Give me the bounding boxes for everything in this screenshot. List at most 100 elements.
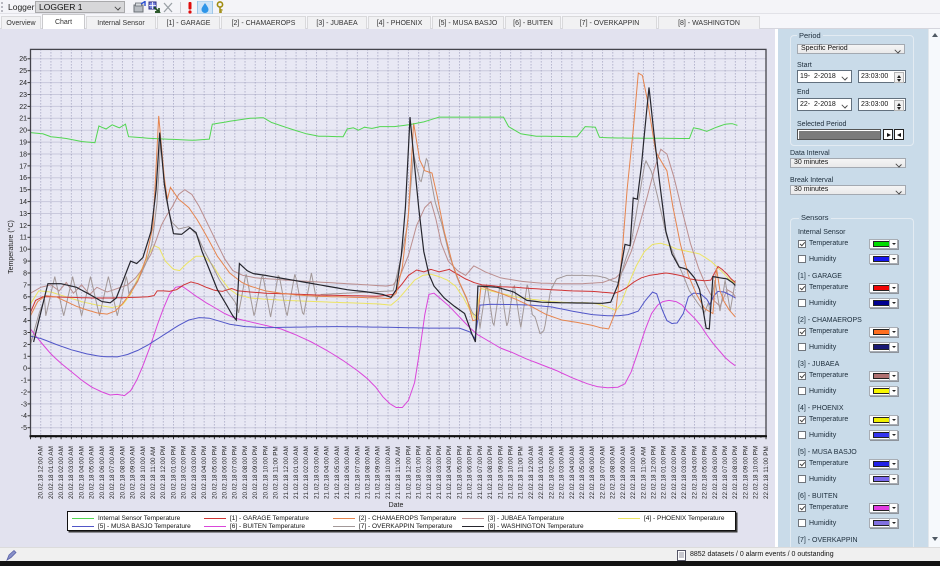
svg-text:21.02.18 04:00 PM: 21.02.18 04:00 PM xyxy=(446,446,453,499)
svg-text:0: 0 xyxy=(23,366,27,373)
svg-text:20.02.18 06:00 PM: 20.02.18 06:00 PM xyxy=(222,446,229,499)
svg-text:20.02.18 07:00 PM: 20.02.18 07:00 PM xyxy=(232,446,239,499)
svg-text:22.02.18 06:00 AM: 22.02.18 06:00 AM xyxy=(589,446,596,499)
svg-text:22.02.18 11:00 AM: 22.02.18 11:00 AM xyxy=(640,447,647,499)
svg-text:20.02.18 12:00 PM: 20.02.18 12:00 PM xyxy=(160,446,167,499)
svg-text:22.02.18 10:00 AM: 22.02.18 10:00 AM xyxy=(630,446,637,499)
svg-text:20.02.18 08:00 AM: 20.02.18 08:00 AM xyxy=(119,446,126,499)
svg-text:22.02.18 03:00 PM: 22.02.18 03:00 PM xyxy=(681,446,688,499)
svg-text:20.02.18 10:00 AM: 20.02.18 10:00 AM xyxy=(140,446,147,499)
svg-text:9: 9 xyxy=(23,259,27,266)
svg-text:22.02.18 12:00 AM: 22.02.18 12:00 AM xyxy=(528,446,535,499)
svg-text:Date: Date xyxy=(389,502,404,509)
svg-text:20.02.18 02:00 AM: 20.02.18 02:00 AM xyxy=(58,446,65,499)
svg-text:22.02.18 04:00 PM: 22.02.18 04:00 PM xyxy=(691,446,698,499)
svg-text:21.02.18 09:00 AM: 21.02.18 09:00 AM xyxy=(375,446,382,499)
svg-text:15: 15 xyxy=(19,187,27,194)
svg-text:-1: -1 xyxy=(21,378,27,385)
svg-text:11: 11 xyxy=(20,235,27,242)
svg-text:21.02.18 01:00 PM: 21.02.18 01:00 PM xyxy=(416,446,423,499)
svg-text:22.02.18 01:00 PM: 22.02.18 01:00 PM xyxy=(661,446,668,499)
svg-text:22.02.18 05:00 PM: 22.02.18 05:00 PM xyxy=(702,446,709,499)
svg-text:8: 8 xyxy=(23,270,27,277)
svg-text:22.02.18 01:00 AM: 22.02.18 01:00 AM xyxy=(538,446,545,499)
svg-text:5: 5 xyxy=(23,306,27,313)
svg-text:20.02.18 05:00 AM: 20.02.18 05:00 AM xyxy=(89,446,96,499)
svg-text:20.02.18 01:00 AM: 20.02.18 01:00 AM xyxy=(48,446,55,499)
svg-text:Temperature (°C): Temperature (°C) xyxy=(7,220,15,274)
svg-text:22.02.18 08:00 AM: 22.02.18 08:00 AM xyxy=(610,446,617,499)
svg-text:21.02.18 06:00 AM: 21.02.18 06:00 AM xyxy=(344,446,351,499)
svg-text:23: 23 xyxy=(19,92,27,99)
svg-text:20.02.18 11:00 PM: 20.02.18 11:00 PM xyxy=(273,446,280,499)
svg-text:25: 25 xyxy=(19,68,27,75)
svg-text:20.02.18 02:00 PM: 20.02.18 02:00 PM xyxy=(181,446,188,499)
svg-text:22.02.18 02:00 AM: 22.02.18 02:00 AM xyxy=(548,446,555,499)
svg-text:21.02.18 12:00 AM: 21.02.18 12:00 AM xyxy=(283,446,290,499)
svg-text:-2: -2 xyxy=(21,389,27,396)
svg-text:-3: -3 xyxy=(21,401,27,408)
svg-text:21.02.18 10:00 AM: 21.02.18 10:00 AM xyxy=(385,446,392,499)
svg-text:21.02.18 10:00 PM: 21.02.18 10:00 PM xyxy=(508,446,515,499)
svg-text:22.02.18 07:00 AM: 22.02.18 07:00 AM xyxy=(599,446,606,499)
svg-text:7: 7 xyxy=(23,282,27,289)
svg-text:21.02.18 05:00 AM: 21.02.18 05:00 AM xyxy=(334,446,341,499)
svg-text:22.02.18 08:00 PM: 22.02.18 08:00 PM xyxy=(732,446,739,499)
svg-text:21.02.18 02:00 PM: 21.02.18 02:00 PM xyxy=(426,446,433,499)
svg-text:10: 10 xyxy=(19,247,27,254)
svg-text:20.02.18 03:00 AM: 20.02.18 03:00 AM xyxy=(68,446,75,499)
svg-text:16: 16 xyxy=(19,175,27,182)
svg-text:21.02.18 11:00 AM: 21.02.18 11:00 AM xyxy=(395,447,402,499)
svg-text:22: 22 xyxy=(19,104,27,111)
svg-text:22.02.18 11:00 PM: 22.02.18 11:00 PM xyxy=(763,446,770,499)
svg-text:22.02.18 09:00 PM: 22.02.18 09:00 PM xyxy=(743,446,750,499)
svg-text:22.02.18 02:00 PM: 22.02.18 02:00 PM xyxy=(671,446,678,499)
svg-text:21.02.18 11:00 PM: 21.02.18 11:00 PM xyxy=(518,446,525,499)
svg-text:20.02.18 05:00 PM: 20.02.18 05:00 PM xyxy=(211,446,218,499)
svg-text:21.02.18 02:00 AM: 21.02.18 02:00 AM xyxy=(303,446,310,499)
svg-text:21.02.18 01:00 AM: 21.02.18 01:00 AM xyxy=(293,446,300,499)
svg-text:21: 21 xyxy=(19,116,27,123)
svg-text:21.02.18 03:00 AM: 21.02.18 03:00 AM xyxy=(313,446,320,499)
svg-text:20.02.18 06:00 AM: 20.02.18 06:00 AM xyxy=(99,446,106,499)
svg-text:20.02.18 09:00 AM: 20.02.18 09:00 AM xyxy=(130,446,137,499)
svg-text:20.02.18 08:00 PM: 20.02.18 08:00 PM xyxy=(242,446,249,499)
svg-text:20.02.18 12:00 AM: 20.02.18 12:00 AM xyxy=(38,446,45,499)
svg-text:20.02.18 04:00 AM: 20.02.18 04:00 AM xyxy=(79,446,86,499)
svg-text:6: 6 xyxy=(23,294,27,301)
svg-text:-5: -5 xyxy=(21,425,27,432)
svg-text:19: 19 xyxy=(19,140,27,147)
svg-text:2: 2 xyxy=(23,342,27,349)
svg-text:4: 4 xyxy=(23,318,27,325)
svg-text:20.02.18 04:00 PM: 20.02.18 04:00 PM xyxy=(201,446,208,499)
svg-text:26: 26 xyxy=(19,56,27,63)
svg-text:21.02.18 08:00 AM: 21.02.18 08:00 AM xyxy=(365,446,372,499)
svg-text:22.02.18 07:00 PM: 22.02.18 07:00 PM xyxy=(722,446,729,499)
svg-text:22.02.18 09:00 AM: 22.02.18 09:00 AM xyxy=(620,446,627,499)
svg-text:20.02.18 07:00 AM: 20.02.18 07:00 AM xyxy=(109,446,116,499)
svg-text:20: 20 xyxy=(19,128,27,135)
svg-text:21.02.18 06:00 PM: 21.02.18 06:00 PM xyxy=(467,446,474,499)
svg-text:-4: -4 xyxy=(21,413,27,420)
svg-text:17: 17 xyxy=(19,163,27,170)
svg-text:22.02.18 10:00 PM: 22.02.18 10:00 PM xyxy=(753,446,760,499)
svg-text:22.02.18 12:00 PM: 22.02.18 12:00 PM xyxy=(651,446,658,499)
svg-text:1: 1 xyxy=(23,354,27,361)
svg-text:21.02.18 08:00 PM: 21.02.18 08:00 PM xyxy=(487,446,494,499)
svg-text:24: 24 xyxy=(19,80,27,87)
svg-text:22.02.18 03:00 AM: 22.02.18 03:00 AM xyxy=(559,446,566,499)
svg-text:20.02.18 03:00 PM: 20.02.18 03:00 PM xyxy=(191,446,198,499)
svg-text:14: 14 xyxy=(19,199,27,206)
svg-text:3: 3 xyxy=(23,330,27,337)
svg-text:21.02.18 12:00 PM: 21.02.18 12:00 PM xyxy=(405,446,412,499)
svg-text:21.02.18 03:00 PM: 21.02.18 03:00 PM xyxy=(436,446,443,499)
svg-text:22.02.18 04:00 AM: 22.02.18 04:00 AM xyxy=(569,446,576,499)
svg-text:21.02.18 09:00 PM: 21.02.18 09:00 PM xyxy=(497,446,504,499)
svg-text:21.02.18 07:00 AM: 21.02.18 07:00 AM xyxy=(354,446,361,499)
svg-text:22.02.18 06:00 PM: 22.02.18 06:00 PM xyxy=(712,446,719,499)
svg-text:20.02.18 11:00 AM: 20.02.18 11:00 AM xyxy=(150,447,157,499)
svg-text:21.02.18 05:00 PM: 21.02.18 05:00 PM xyxy=(456,446,463,499)
svg-text:22.02.18 05:00 AM: 22.02.18 05:00 AM xyxy=(579,446,586,499)
svg-text:21.02.18 04:00 AM: 21.02.18 04:00 AM xyxy=(324,446,331,499)
svg-text:20.02.18 09:00 PM: 20.02.18 09:00 PM xyxy=(252,446,259,499)
